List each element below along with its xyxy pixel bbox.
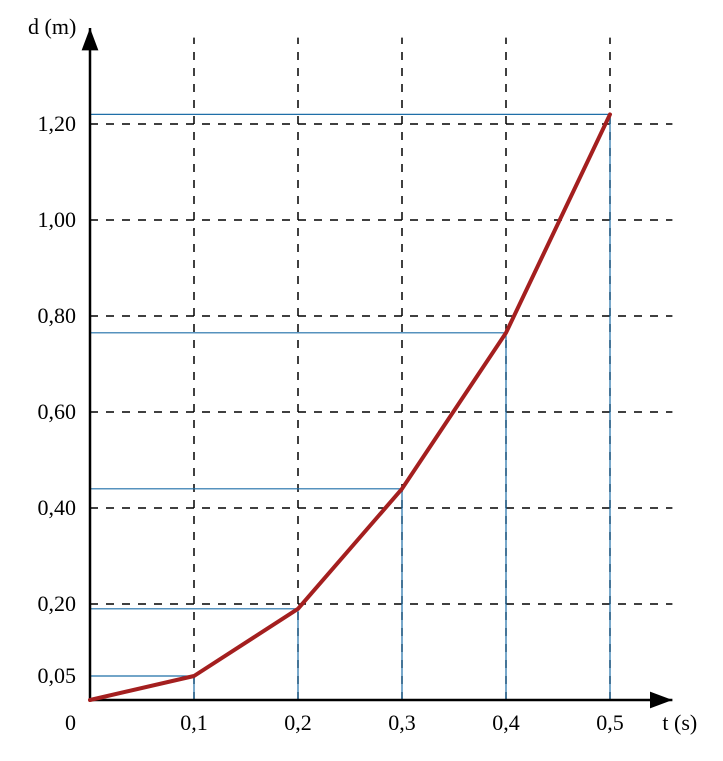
- x-tick-label: 0,5: [596, 710, 624, 735]
- x-tick-labels: 0,1 0,2 0,3 0,4 0,5: [180, 710, 624, 735]
- grid-lines: [90, 38, 672, 700]
- x-tick-label: 0,3: [388, 710, 416, 735]
- y-tick-label: 0,60: [38, 399, 77, 424]
- y-tick-labels: 0,05 0,20 0,40 0,60 0,80 1,00 1,20: [38, 111, 77, 688]
- x-tick-label: 0,4: [492, 710, 520, 735]
- x-tick-label: 0,2: [284, 710, 312, 735]
- y-axis-label: d (m): [28, 14, 76, 39]
- y-tick-label: 0,20: [38, 591, 77, 616]
- axes: [82, 28, 673, 708]
- x-axis-label: t (s): [662, 710, 697, 735]
- distance-time-chart: 0,050,200,400,600,801,001,20 0,10,20,30,…: [0, 0, 723, 761]
- y-tick-label: 0,40: [38, 495, 77, 520]
- y-tick-label: 0,80: [38, 303, 77, 328]
- y-tick-label: 1,00: [38, 207, 77, 232]
- data-curve: [90, 114, 610, 700]
- y-tick-label: 0,05: [38, 663, 77, 688]
- y-tick-label: 1,20: [38, 111, 77, 136]
- x-tick-label: 0,1: [180, 710, 208, 735]
- reference-lines: [90, 114, 610, 700]
- origin-label: 0: [65, 710, 76, 735]
